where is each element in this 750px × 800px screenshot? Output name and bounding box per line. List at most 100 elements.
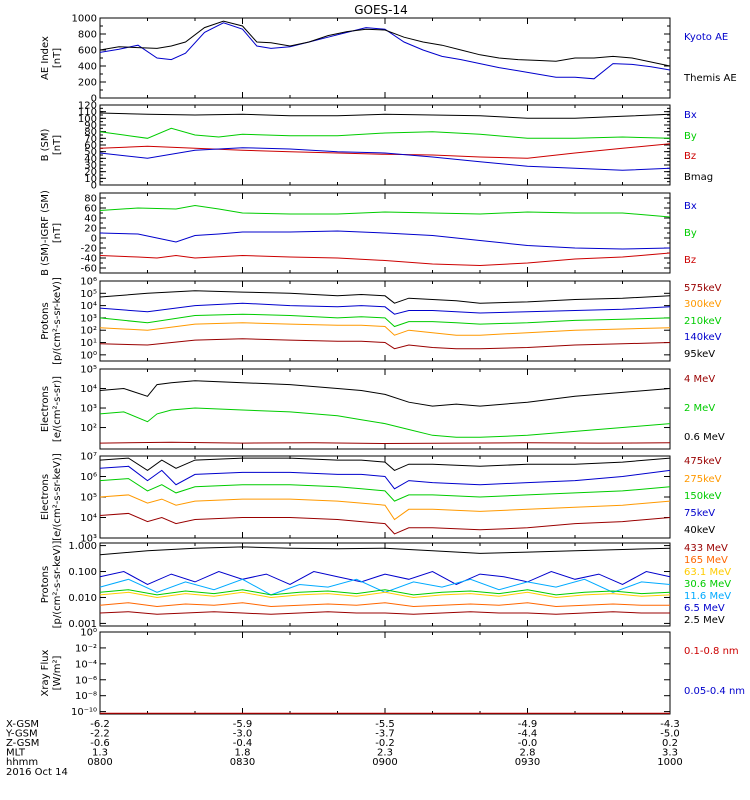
y-tick-label: 80 — [84, 194, 97, 205]
ephemeris-value: -3.0 — [233, 729, 253, 740]
legend-entry: 210keV — [684, 316, 722, 327]
series-line-150kev — [99, 478, 671, 502]
y-tick-label: 10³ — [80, 534, 97, 545]
y-tick-label: 10⁴ — [80, 384, 97, 395]
series-line-bmag — [99, 112, 671, 119]
panel-frame — [99, 542, 671, 627]
series-line-bz — [99, 143, 671, 159]
legend-entry: 75keV — [684, 508, 715, 519]
legend-entry: Bz — [684, 255, 696, 266]
y-tick-label: 10⁻¹⁰ — [71, 707, 97, 718]
ephemeris-value: -0.2 — [375, 738, 395, 749]
panel-xray: 10⁻¹⁰ 10⁻⁸ 10⁻⁶ 10⁻⁴ 10⁻² 10⁰ Xray Flux [W/m²] 0… — [40, 628, 745, 719]
series-line-4-mev — [99, 441, 671, 445]
ephemeris-row-label: X-GSM — [6, 719, 39, 730]
y-axis-label: Xray Flux — [40, 649, 51, 696]
ephemeris-value: 0.2 — [662, 738, 678, 749]
panel-frame — [99, 280, 671, 362]
ephemeris-value: 2.3 — [377, 748, 393, 759]
y-tick-label: 70 — [84, 134, 97, 145]
series-line-140kev — [99, 302, 671, 315]
legend-entry: By — [684, 131, 697, 142]
y-tick-label: 10³ — [80, 313, 97, 324]
legend-entry: 275keV — [684, 474, 722, 485]
series-line-475kev — [99, 512, 671, 535]
y-axis-label: [p/(cm²-s-sr-keV)] — [52, 277, 63, 365]
ephemeris-value: -0.0 — [518, 738, 538, 749]
legend-entry: 40keV — [684, 525, 715, 536]
y-axis-label: [p/(cm²-s-sr-keV)] — [52, 541, 63, 629]
y-axis-label: Protons — [40, 566, 51, 603]
y-tick-label: 0 — [91, 94, 97, 105]
y-tick-label: 10⁶ — [80, 277, 97, 288]
legend-entry: 0.6 MeV — [684, 432, 725, 443]
series-line-210kev — [99, 313, 671, 328]
y-tick-label: 10⁵ — [80, 493, 97, 504]
y-tick-label: 100 — [78, 114, 97, 125]
series-line-0-6-mev — [99, 380, 671, 407]
y-tick-label: 10⁻⁸ — [75, 691, 97, 702]
date-label: 2016 Oct 14 — [6, 767, 68, 778]
y-tick-label: 120 — [78, 101, 97, 112]
series-line-2-5-mev — [99, 546, 671, 556]
y-tick-label: 10⁻² — [75, 643, 97, 654]
y-tick-label: 110 — [78, 107, 97, 118]
legend-entry: Kyoto AE — [684, 32, 728, 43]
legend-entry: 300keV — [684, 299, 722, 310]
y-tick-label: 10³ — [80, 404, 97, 415]
ephemeris-row-label: Z-GSM — [6, 738, 39, 749]
y-tick-label: 0.100 — [68, 567, 97, 578]
legend-entry: 0.1-0.8 nm — [684, 646, 739, 657]
series-line-bx — [99, 230, 671, 250]
series-line-30-6-mev — [99, 589, 671, 596]
y-tick-label: -60 — [81, 264, 97, 275]
series-line-kyoto-ae — [99, 22, 671, 80]
ephemeris-value: 3.3 — [662, 748, 678, 759]
series-line-275kev — [99, 494, 671, 521]
y-tick-label: 30 — [84, 161, 97, 172]
series-line-165-mev — [99, 602, 670, 608]
y-tick-label: 10⁰ — [80, 628, 97, 639]
ephemeris-value: 0830 — [230, 757, 255, 768]
y-tick-label: 40 — [84, 214, 97, 225]
y-axis-label: [nT] — [52, 135, 63, 155]
legend-entry: By — [684, 228, 697, 239]
y-tick-label: 0 — [91, 234, 97, 245]
y-tick-label: 20 — [84, 167, 97, 178]
panel-electrons-epead: 10² 10³ 10⁴ 10⁵ Electrons [e/(cm²-s-sr)] 4 MeV… — [40, 365, 725, 450]
y-tick-label: 20 — [84, 224, 97, 235]
y-axis-label: Protons — [40, 302, 51, 339]
ephemeris-value: -0.6 — [90, 738, 110, 749]
panel-frame — [99, 104, 671, 186]
y-axis-label: [e/(cm²-s-sr-keV)] — [52, 453, 63, 541]
ephemeris-value: -6.2 — [90, 719, 110, 730]
ephemeris-value: 1000 — [657, 757, 682, 768]
y-tick-label: 60 — [84, 204, 97, 215]
legend-entry: 30.6 MeV — [684, 579, 731, 590]
series-line-by — [99, 204, 671, 218]
legend-entry: 4 MeV — [684, 374, 715, 385]
y-axis-label: [nT] — [52, 223, 63, 243]
ephemeris-value: -4.9 — [518, 719, 538, 730]
y-axis-label: AE Index — [40, 36, 51, 80]
legend-entry: 150keV — [684, 491, 722, 502]
series-line-bx — [99, 147, 671, 171]
ephemeris-value: 0930 — [515, 757, 540, 768]
y-tick-label: 10¹ — [80, 338, 97, 349]
series-line-575kev — [99, 338, 671, 350]
panel-protons-epead: 0.001 0.010 0.100 1.000 Protons [p/(cm²-s-sr-… — [40, 541, 731, 630]
series-line-themis-ae — [99, 20, 671, 67]
y-tick-label: 80 — [84, 127, 97, 138]
y-tick-label: 0.001 — [68, 619, 97, 630]
legend-entry: 2 MeV — [684, 403, 715, 414]
y-axis-label: Electrons — [40, 386, 51, 432]
ephemeris-value: -4.3 — [660, 719, 680, 730]
y-tick-label: 800 — [78, 30, 97, 41]
y-tick-label: 1000 — [72, 14, 97, 25]
y-tick-label: -40 — [81, 254, 97, 265]
ephemeris-value: 0900 — [372, 757, 397, 768]
y-axis-label: Electrons — [40, 474, 51, 520]
